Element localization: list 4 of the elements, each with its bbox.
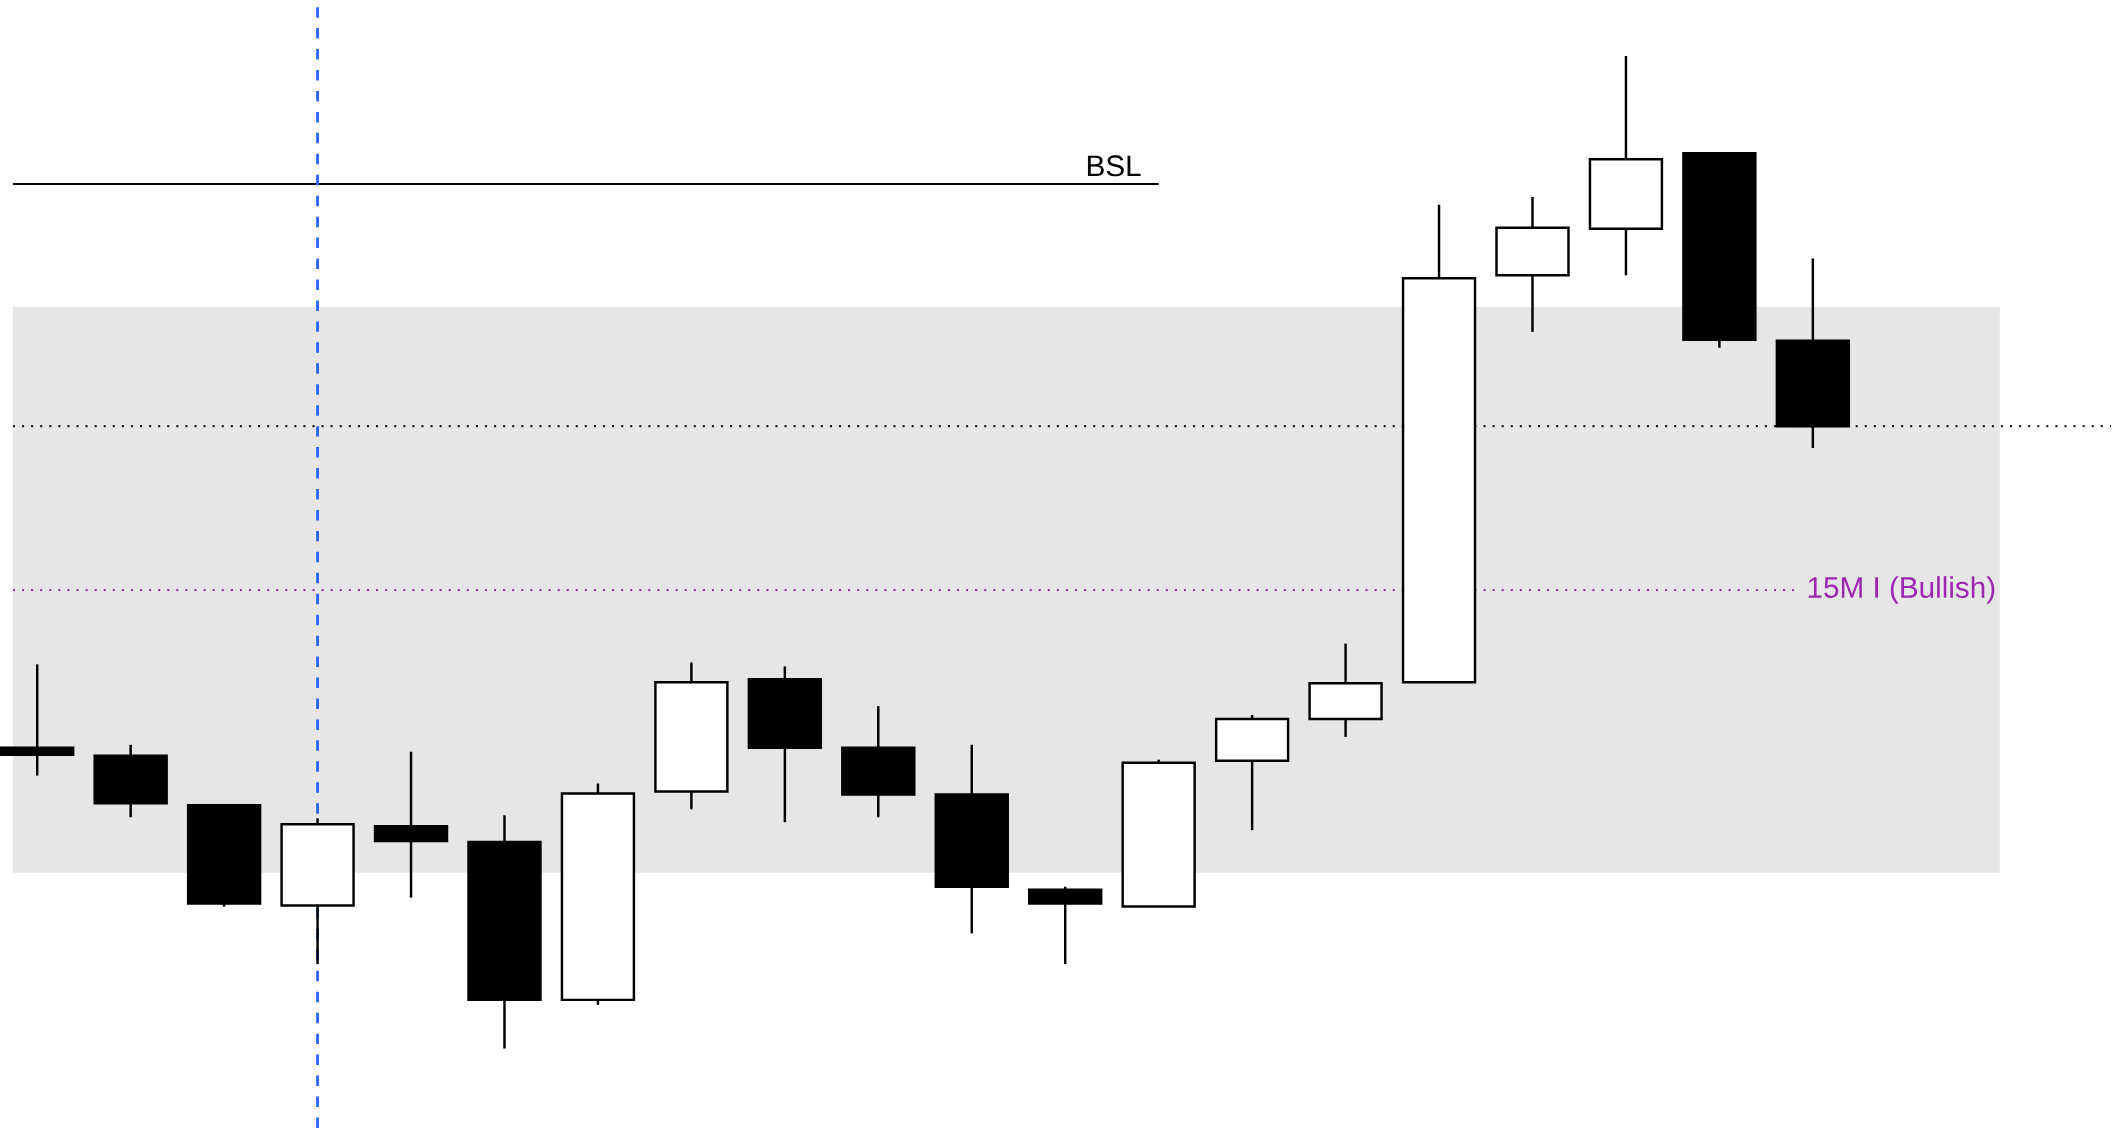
ref-line-label: 15M I (Bullish) (1808, 575, 1995, 604)
candlestick (373, 750, 449, 899)
ref-line-label: BSL (1087, 155, 1141, 177)
candlestick (0, 663, 75, 777)
